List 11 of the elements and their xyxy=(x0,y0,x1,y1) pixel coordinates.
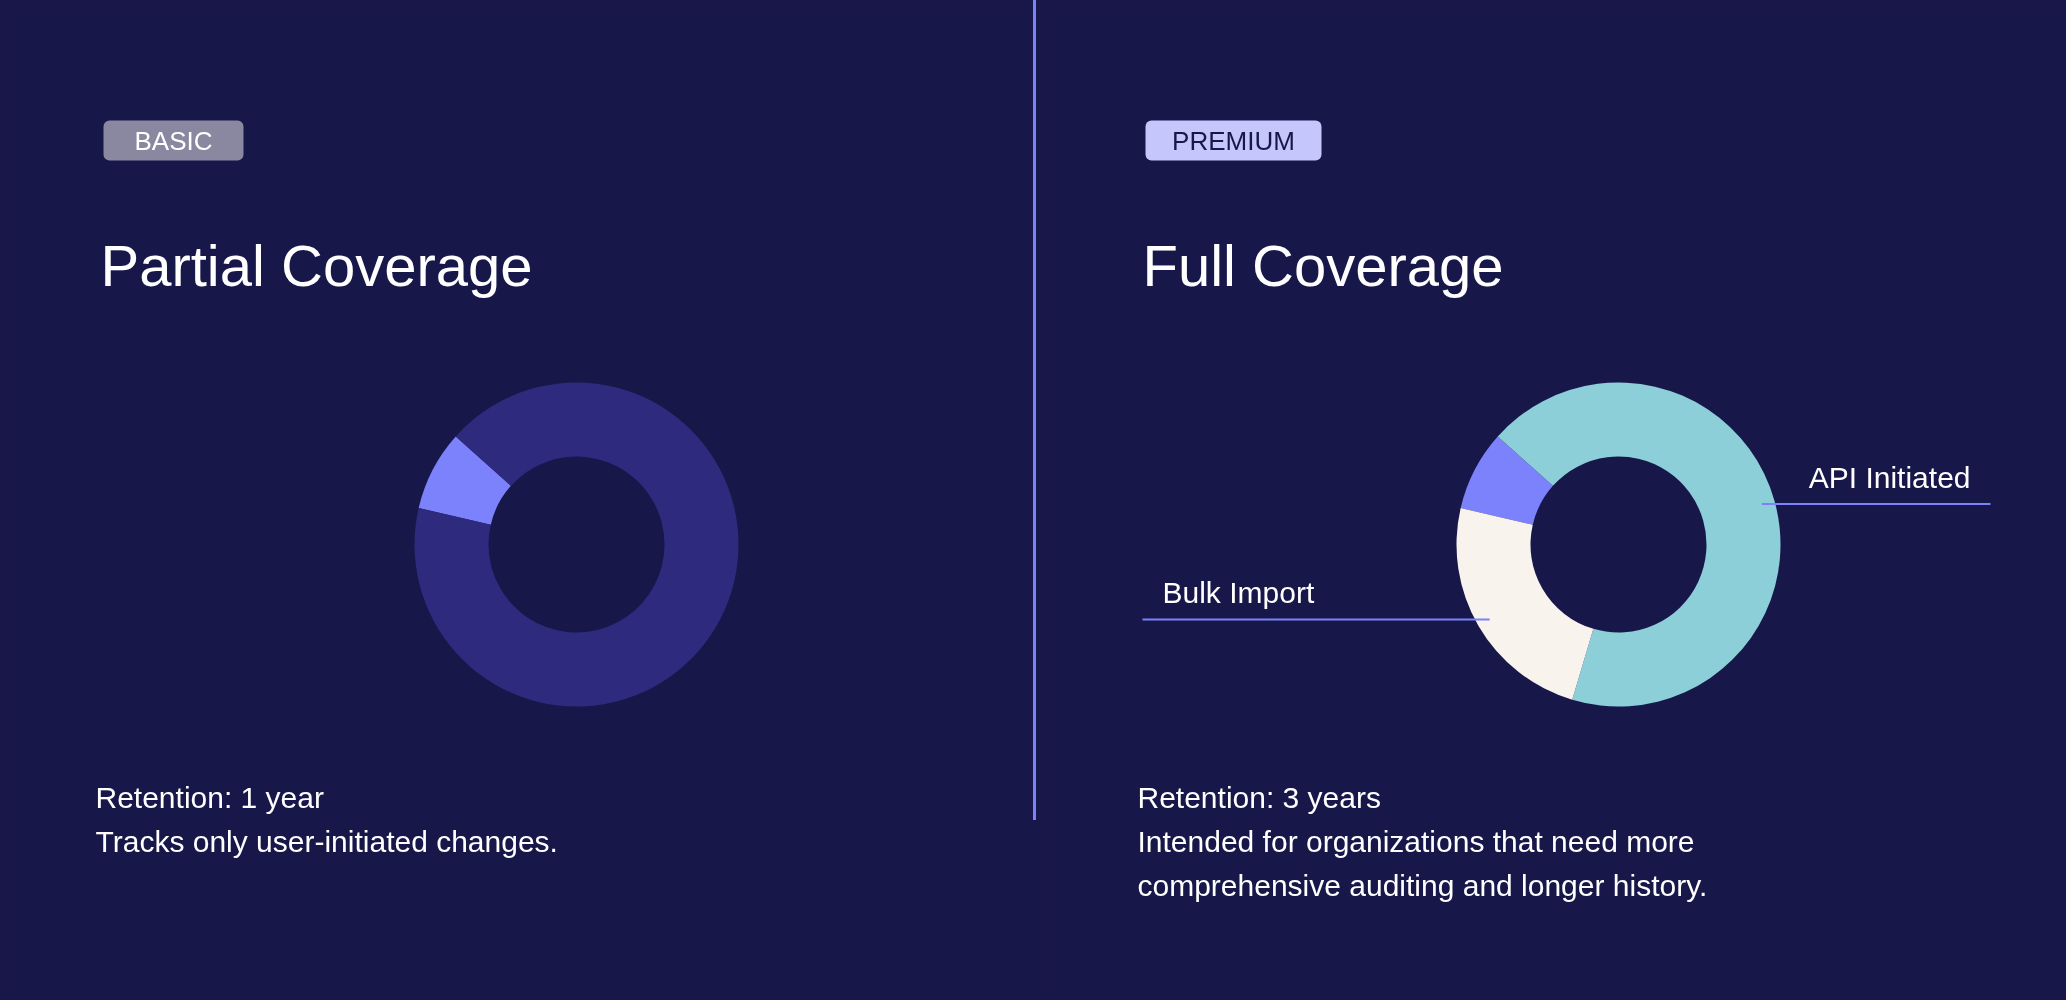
chart-title: Full Coverage xyxy=(1142,233,1504,298)
text: BASIC xyxy=(134,125,213,156)
text: comprehensive auditing and longer history. xyxy=(1137,869,1708,902)
chart-title: Partial Coverage xyxy=(100,233,533,298)
slice-label: API Initiated xyxy=(1808,460,1971,494)
text: Retention: 1 year xyxy=(95,781,324,814)
text: Retention: 3 years xyxy=(1137,781,1381,814)
text: Tracks only user-initiated changes. xyxy=(95,825,558,858)
text: Intended for organizations that need more xyxy=(1137,825,1695,858)
text: PREMIUM xyxy=(1172,125,1295,156)
slice-label: Bulk Import xyxy=(1162,576,1315,610)
